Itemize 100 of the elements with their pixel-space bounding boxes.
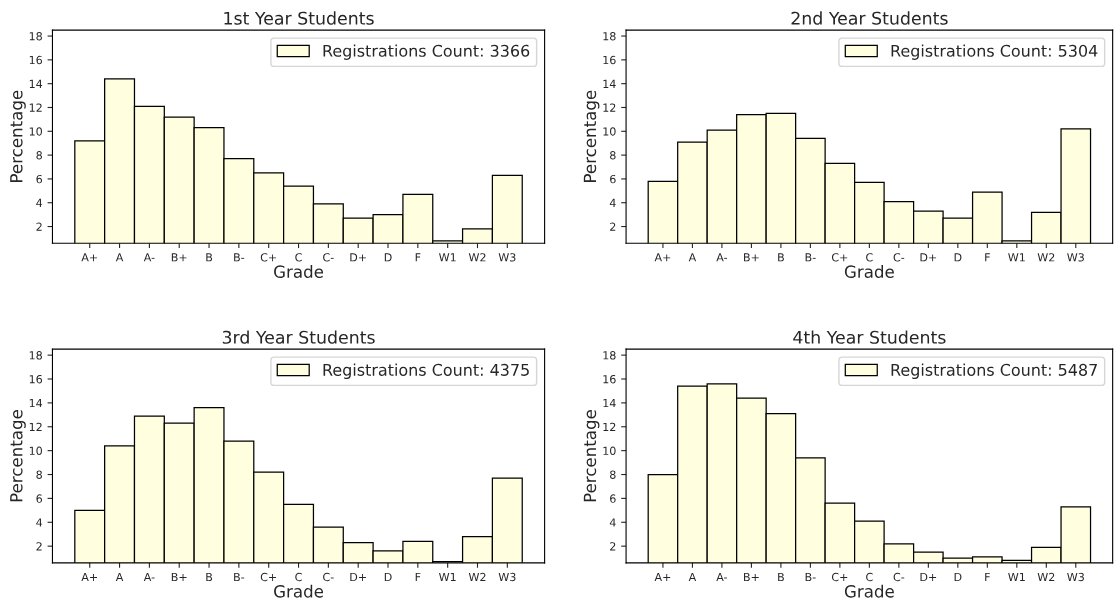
x-tick-label: C bbox=[866, 253, 873, 262]
x-tick-label: B bbox=[206, 572, 213, 582]
x-tick-label: A+ bbox=[81, 253, 98, 262]
x-tick-label: D bbox=[954, 572, 962, 582]
x-tick-label: B bbox=[206, 253, 213, 262]
y-axis-title: Percentage bbox=[583, 410, 600, 502]
x-tick-label: C+ bbox=[260, 253, 277, 262]
x-tick-label: A- bbox=[143, 253, 155, 262]
y-tick-label: 14 bbox=[603, 79, 616, 88]
x-tick-label: B- bbox=[805, 572, 816, 582]
x-tick-label: D+ bbox=[920, 253, 937, 262]
x-tick-label: W2 bbox=[1037, 572, 1055, 582]
x-tick-label: B bbox=[778, 572, 784, 582]
y-tick-label: 18 bbox=[29, 32, 42, 41]
x-tick-label: C- bbox=[893, 253, 905, 262]
y-tick-label: 2 bbox=[36, 222, 42, 231]
y-tick-label: 10 bbox=[29, 127, 42, 136]
x-tick-label: C- bbox=[323, 572, 334, 582]
x-tick-label: F bbox=[415, 572, 421, 582]
x-axis-title: Grade bbox=[844, 584, 894, 598]
x-tick-label: A+ bbox=[654, 572, 671, 582]
y-tick-label: 8 bbox=[36, 470, 42, 479]
y-tick-label: 18 bbox=[603, 32, 616, 41]
y-tick-label: 10 bbox=[603, 446, 616, 456]
y-tick-label: 4 bbox=[36, 198, 43, 207]
x-tick-label: C bbox=[866, 572, 873, 582]
y-tick-label: 6 bbox=[36, 494, 43, 503]
x-tick-label: D bbox=[384, 253, 392, 262]
x-tick-label: F bbox=[985, 253, 990, 262]
x-tick-label: W2 bbox=[468, 572, 486, 582]
x-tick-label: B+ bbox=[171, 253, 187, 262]
x-tick-label: B+ bbox=[744, 572, 759, 582]
x-tick-label: W2 bbox=[1037, 253, 1055, 262]
chart-title: 1st Year Students bbox=[224, 11, 374, 25]
y-tick-label: 10 bbox=[29, 446, 42, 456]
x-tick-label: W1 bbox=[439, 572, 456, 582]
x-tick-label: A bbox=[688, 253, 697, 262]
x-tick-label: A bbox=[688, 572, 697, 582]
legend-label: Registrations Count: 5304 bbox=[891, 44, 1098, 60]
x-tick-label: W1 bbox=[1008, 253, 1025, 262]
y-axis-title: Percentage bbox=[583, 90, 600, 182]
legend-label: Registrations Count: 4375 bbox=[323, 363, 529, 379]
x-tick-label: B- bbox=[805, 253, 816, 262]
x-tick-label: C+ bbox=[260, 572, 277, 582]
y-tick-label: 18 bbox=[29, 351, 42, 360]
x-axis-title: Grade bbox=[274, 265, 324, 278]
y-tick-label: 12 bbox=[603, 103, 616, 112]
x-tick-label: C+ bbox=[831, 253, 848, 262]
x-tick-label: A bbox=[115, 253, 124, 262]
x-tick-label: B- bbox=[234, 572, 245, 582]
legend-label: Registrations Count: 3366 bbox=[323, 44, 530, 60]
y-tick-label: 14 bbox=[29, 399, 43, 408]
x-tick-label: B+ bbox=[171, 572, 187, 582]
x-tick-label: A+ bbox=[654, 253, 671, 262]
y-tick-label: 6 bbox=[610, 494, 616, 503]
y-tick-label: 18 bbox=[603, 351, 616, 360]
x-tick-label: W3 bbox=[1067, 253, 1084, 262]
x-tick-label: A+ bbox=[81, 572, 98, 582]
y-tick-label: 14 bbox=[29, 79, 43, 88]
x-tick-label: W3 bbox=[498, 572, 516, 582]
y-tick-label: 12 bbox=[29, 103, 42, 112]
y-axis-title: Percentage bbox=[10, 90, 26, 182]
x-tick-label: A- bbox=[716, 253, 728, 262]
x-tick-label: C- bbox=[323, 253, 334, 262]
chart-title: 4th Year Students bbox=[793, 330, 946, 344]
x-tick-label: B bbox=[778, 253, 784, 262]
y-tick-label: 6 bbox=[36, 174, 43, 184]
y-tick-label: 6 bbox=[610, 174, 616, 184]
y-tick-label: 8 bbox=[36, 151, 42, 160]
y-tick-label: 16 bbox=[29, 55, 43, 65]
y-tick-label: 2 bbox=[610, 542, 616, 551]
y-tick-label: 4 bbox=[609, 198, 616, 207]
x-axis-title: Grade bbox=[844, 265, 894, 278]
y-tick-label: 8 bbox=[610, 470, 616, 479]
y-tick-label: 16 bbox=[603, 55, 616, 65]
y-tick-label: 8 bbox=[610, 151, 616, 160]
x-tick-label: B+ bbox=[744, 253, 759, 262]
y-axis-title: Percentage bbox=[10, 410, 26, 502]
x-tick-label: C+ bbox=[831, 572, 848, 582]
x-tick-label: F bbox=[985, 572, 990, 582]
x-axis-title: Grade bbox=[274, 584, 324, 598]
x-tick-label: C- bbox=[893, 572, 905, 582]
x-tick-label: C bbox=[295, 253, 302, 262]
x-tick-label: D+ bbox=[350, 253, 366, 262]
x-tick-label: W1 bbox=[1008, 572, 1025, 582]
x-tick-label: W2 bbox=[468, 253, 486, 262]
y-tick-label: 10 bbox=[603, 127, 616, 136]
x-tick-label: W3 bbox=[498, 253, 516, 262]
x-tick-label: C bbox=[295, 572, 302, 582]
y-tick-label: 4 bbox=[609, 518, 616, 527]
y-tick-label: 16 bbox=[603, 374, 616, 384]
x-tick-label: D+ bbox=[920, 572, 937, 582]
x-tick-label: D bbox=[384, 572, 392, 582]
chart-title: 3rd Year Students bbox=[222, 330, 375, 344]
x-tick-label: F bbox=[415, 253, 421, 262]
y-tick-label: 12 bbox=[29, 422, 42, 431]
x-tick-label: A- bbox=[143, 572, 155, 582]
x-tick-label: W1 bbox=[439, 253, 456, 262]
x-tick-label: A bbox=[115, 572, 124, 582]
chart-title: 2nd Year Students bbox=[791, 11, 948, 25]
